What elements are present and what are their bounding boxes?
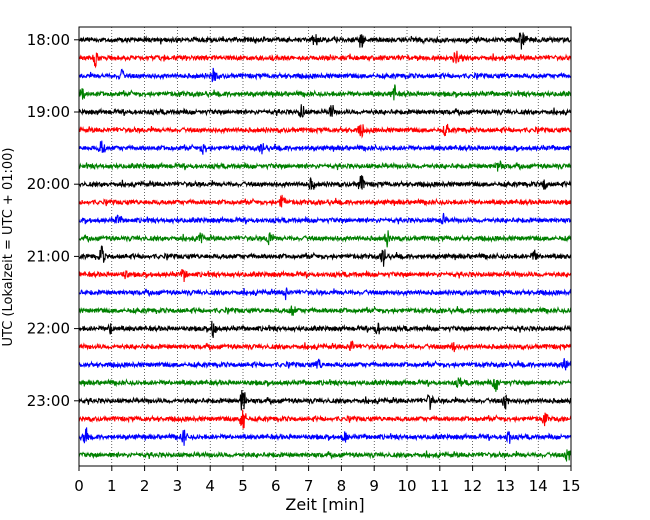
trace-2230 [78, 358, 572, 371]
trace-2215 [78, 340, 572, 353]
y-tick-label: 22:00 [27, 320, 70, 338]
trace-2000 [78, 175, 572, 191]
x-tick-label: 8 [337, 477, 347, 495]
trace-1800 [78, 32, 572, 50]
y-tick-label: 21:00 [27, 247, 70, 265]
plot-frame [78, 26, 572, 467]
trace-1945 [78, 160, 572, 172]
x-axis-label: Zeit [min] [285, 495, 364, 514]
x-tick-label: 15 [561, 477, 580, 495]
x-tick-label: 9 [369, 477, 379, 495]
trace-2330 [78, 427, 572, 446]
trace-2315 [78, 409, 572, 429]
trace-2130 [78, 287, 572, 301]
trace-2300 [78, 389, 572, 411]
trace-1900 [78, 104, 572, 118]
y-tick-label: 19:00 [27, 103, 70, 121]
trace-1845 [78, 84, 572, 101]
x-axis-ticks: 0 1 2 3 4 5 6 7 8 9 10 11 12 13 14 15 [74, 466, 581, 495]
x-tick-label: 5 [238, 477, 248, 495]
x-tick-label: 10 [397, 477, 416, 495]
trace-2115 [78, 269, 572, 282]
x-tick-label: 4 [205, 477, 215, 495]
x-tick-label: 6 [271, 477, 281, 495]
x-tick-label: 13 [496, 477, 515, 495]
trace-2245 [78, 377, 572, 392]
y-tick-label: 20:00 [27, 175, 70, 193]
trace-2200 [78, 320, 572, 338]
x-tick-label: 12 [463, 477, 482, 495]
trace-1930 [78, 140, 572, 155]
seismogram-traces [78, 32, 572, 462]
trace-1815 [78, 50, 572, 69]
trace-2015 [78, 194, 572, 208]
trace-2145 [78, 305, 572, 316]
x-tick-label: 11 [430, 477, 449, 495]
x-tick-label: 3 [173, 477, 183, 495]
y-tick-label: 23:00 [27, 392, 70, 410]
x-tick-label: 2 [140, 477, 150, 495]
vertical-gridlines [111, 27, 539, 466]
y-tick-label: 18:00 [27, 31, 70, 49]
x-tick-label: 1 [107, 477, 117, 495]
x-tick-label: 0 [74, 477, 84, 495]
trace-2045 [78, 230, 572, 248]
trace-2030 [78, 212, 572, 225]
x-tick-label: 14 [529, 477, 548, 495]
trace-1915 [78, 123, 572, 139]
y-axis-ticks: 18:00 19:00 20:00 21:00 22:00 23:00 [27, 31, 79, 410]
trace-2345 [78, 449, 572, 462]
x-tick-label: 7 [304, 477, 314, 495]
trace-2100 [78, 245, 572, 267]
y-axis-label: UTC (Lokalzeit = UTC + 01:00) [1, 148, 16, 347]
trace-1830 [78, 67, 572, 83]
